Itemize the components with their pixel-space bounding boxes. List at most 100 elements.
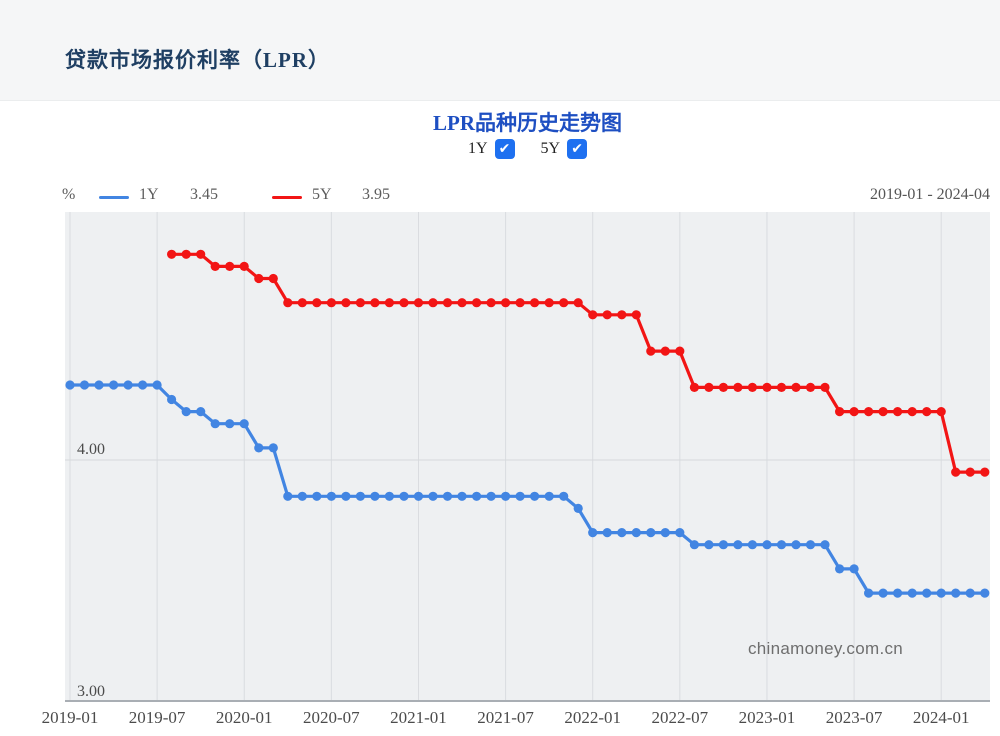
data-point-1y[interactable] <box>849 564 859 574</box>
data-point-5y[interactable] <box>849 407 859 417</box>
data-point-1y[interactable] <box>893 588 903 598</box>
data-point-1y[interactable] <box>225 419 235 429</box>
series-1y[interactable] <box>65 380 990 598</box>
data-point-5y[interactable] <box>762 382 772 392</box>
data-point-5y[interactable] <box>544 298 554 308</box>
data-point-1y[interactable] <box>65 380 75 390</box>
data-point-1y[interactable] <box>442 491 453 501</box>
data-point-1y[interactable] <box>864 588 874 598</box>
data-point-5y[interactable] <box>457 298 467 308</box>
toggle-5y-checkbox[interactable]: ✔ <box>567 139 588 159</box>
data-point-1y[interactable] <box>254 443 264 453</box>
data-point-1y[interactable] <box>907 588 917 598</box>
data-point-1y[interactable] <box>588 528 598 538</box>
data-point-5y[interactable] <box>922 407 932 417</box>
data-point-5y[interactable] <box>428 298 438 308</box>
data-point-5y[interactable] <box>254 273 264 284</box>
data-point-5y[interactable] <box>588 310 598 320</box>
data-point-1y[interactable] <box>341 491 351 501</box>
data-point-5y[interactable] <box>602 310 612 320</box>
data-point-5y[interactable] <box>370 298 380 308</box>
data-point-1y[interactable] <box>355 491 365 501</box>
data-point-1y[interactable] <box>559 491 569 501</box>
data-point-1y[interactable] <box>196 407 206 417</box>
data-point-1y[interactable] <box>384 491 394 501</box>
data-point-5y[interactable] <box>312 298 322 308</box>
data-point-5y[interactable] <box>660 346 670 356</box>
data-point-5y[interactable] <box>951 467 961 477</box>
data-point-5y[interactable] <box>515 298 525 308</box>
data-point-5y[interactable] <box>893 407 903 417</box>
data-point-5y[interactable] <box>399 298 409 308</box>
data-point-1y[interactable] <box>457 491 467 501</box>
data-point-1y[interactable] <box>79 380 90 390</box>
data-point-5y[interactable] <box>776 382 787 392</box>
data-point-1y[interactable] <box>472 491 482 501</box>
data-point-5y[interactable] <box>965 467 975 477</box>
data-point-1y[interactable] <box>167 394 177 405</box>
data-point-5y[interactable] <box>820 382 830 392</box>
data-point-1y[interactable] <box>617 528 627 538</box>
data-point-5y[interactable] <box>472 298 482 308</box>
data-point-1y[interactable] <box>239 419 249 429</box>
data-point-1y[interactable] <box>936 588 946 598</box>
data-point-1y[interactable] <box>413 491 424 501</box>
data-point-5y[interactable] <box>864 407 874 417</box>
data-point-1y[interactable] <box>820 540 830 550</box>
data-point-5y[interactable] <box>283 298 293 308</box>
data-point-5y[interactable] <box>384 298 394 308</box>
data-point-5y[interactable] <box>181 249 191 259</box>
data-point-5y[interactable] <box>239 261 249 271</box>
data-point-1y[interactable] <box>428 491 438 501</box>
data-point-1y[interactable] <box>515 491 525 501</box>
data-point-5y[interactable] <box>835 407 845 417</box>
data-point-5y[interactable] <box>210 261 220 271</box>
data-point-5y[interactable] <box>805 382 816 392</box>
data-point-5y[interactable] <box>689 382 700 392</box>
data-point-1y[interactable] <box>660 528 670 538</box>
data-point-1y[interactable] <box>573 503 583 513</box>
data-point-5y[interactable] <box>617 310 627 320</box>
data-point-1y[interactable] <box>980 588 990 598</box>
data-point-5y[interactable] <box>747 382 758 392</box>
data-point-5y[interactable] <box>442 298 453 308</box>
lpr-chart-canvas[interactable] <box>0 212 1000 702</box>
data-point-5y[interactable] <box>326 298 336 308</box>
data-point-5y[interactable] <box>559 298 569 308</box>
data-point-1y[interactable] <box>951 588 961 598</box>
data-point-5y[interactable] <box>341 298 351 308</box>
data-point-5y[interactable] <box>167 249 177 259</box>
data-point-1y[interactable] <box>646 528 656 538</box>
data-point-5y[interactable] <box>704 382 714 392</box>
data-point-1y[interactable] <box>181 407 191 417</box>
data-point-1y[interactable] <box>602 528 612 538</box>
data-point-1y[interactable] <box>486 491 496 501</box>
data-point-1y[interactable] <box>704 540 714 550</box>
data-point-5y[interactable] <box>733 382 743 392</box>
data-point-1y[interactable] <box>733 540 743 550</box>
data-point-5y[interactable] <box>196 249 206 259</box>
data-point-1y[interactable] <box>805 540 816 550</box>
data-point-1y[interactable] <box>268 443 278 453</box>
data-point-5y[interactable] <box>907 407 917 417</box>
data-point-5y[interactable] <box>980 467 990 477</box>
data-point-5y[interactable] <box>297 298 307 308</box>
data-point-5y[interactable] <box>791 382 801 392</box>
data-point-1y[interactable] <box>878 588 888 598</box>
data-point-5y[interactable] <box>675 346 685 356</box>
data-point-5y[interactable] <box>486 298 496 308</box>
data-point-5y[interactable] <box>530 298 540 308</box>
data-point-5y[interactable] <box>355 298 365 308</box>
data-point-5y[interactable] <box>573 298 583 308</box>
data-point-1y[interactable] <box>152 380 162 390</box>
data-point-1y[interactable] <box>312 491 322 501</box>
data-point-1y[interactable] <box>762 540 772 550</box>
data-point-1y[interactable] <box>965 588 975 598</box>
data-point-1y[interactable] <box>210 419 220 429</box>
data-point-1y[interactable] <box>326 491 336 501</box>
data-point-5y[interactable] <box>936 407 946 417</box>
data-point-5y[interactable] <box>878 407 888 417</box>
data-point-1y[interactable] <box>399 491 409 501</box>
data-point-5y[interactable] <box>268 273 278 284</box>
data-point-1y[interactable] <box>94 380 104 390</box>
